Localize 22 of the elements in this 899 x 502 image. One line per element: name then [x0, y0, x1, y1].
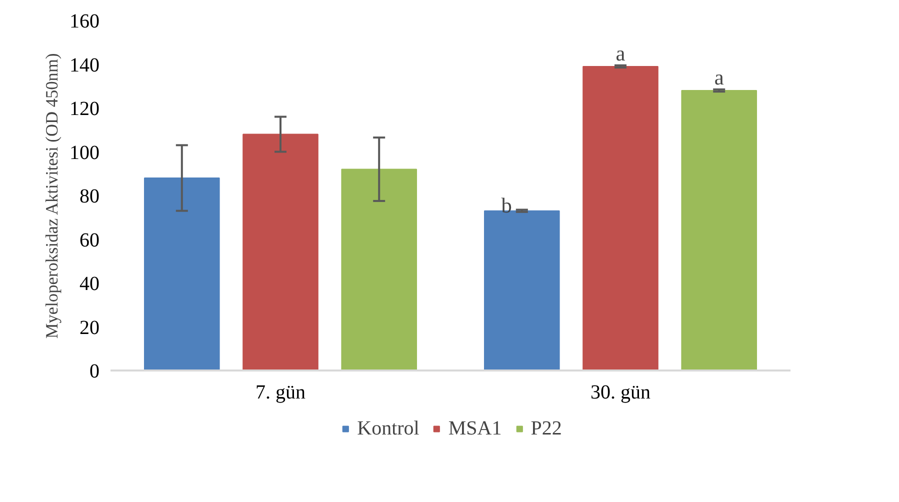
legend-label: Kontrol — [357, 417, 420, 440]
annotation: a — [616, 41, 626, 66]
annotation: a — [714, 65, 724, 90]
y-tick-label: 60 — [80, 229, 100, 252]
bar — [681, 90, 757, 370]
x-tick-label: 30. gün — [590, 382, 650, 404]
y-tick-label: 120 — [70, 98, 100, 120]
y-tick-label: 100 — [70, 142, 100, 164]
y-tick-label: 80 — [80, 186, 100, 208]
bar — [144, 178, 220, 370]
y-tick-label: 160 — [70, 10, 100, 32]
y-tick-label: 20 — [80, 316, 100, 339]
y-tick-label: 40 — [80, 273, 100, 295]
bar — [341, 168, 417, 370]
x-tick-label: 7. gün — [256, 382, 306, 404]
bar — [242, 134, 318, 370]
legend-label: P22 — [530, 417, 562, 440]
y-tick-label: 0 — [90, 360, 100, 382]
legend-label: MSA1 — [448, 417, 502, 440]
y-tick-label: 140 — [70, 54, 100, 76]
bar — [582, 66, 658, 370]
y-axis-title: Myeloperoksidaz Aktivitesi (OD 450nm) — [42, 53, 62, 339]
